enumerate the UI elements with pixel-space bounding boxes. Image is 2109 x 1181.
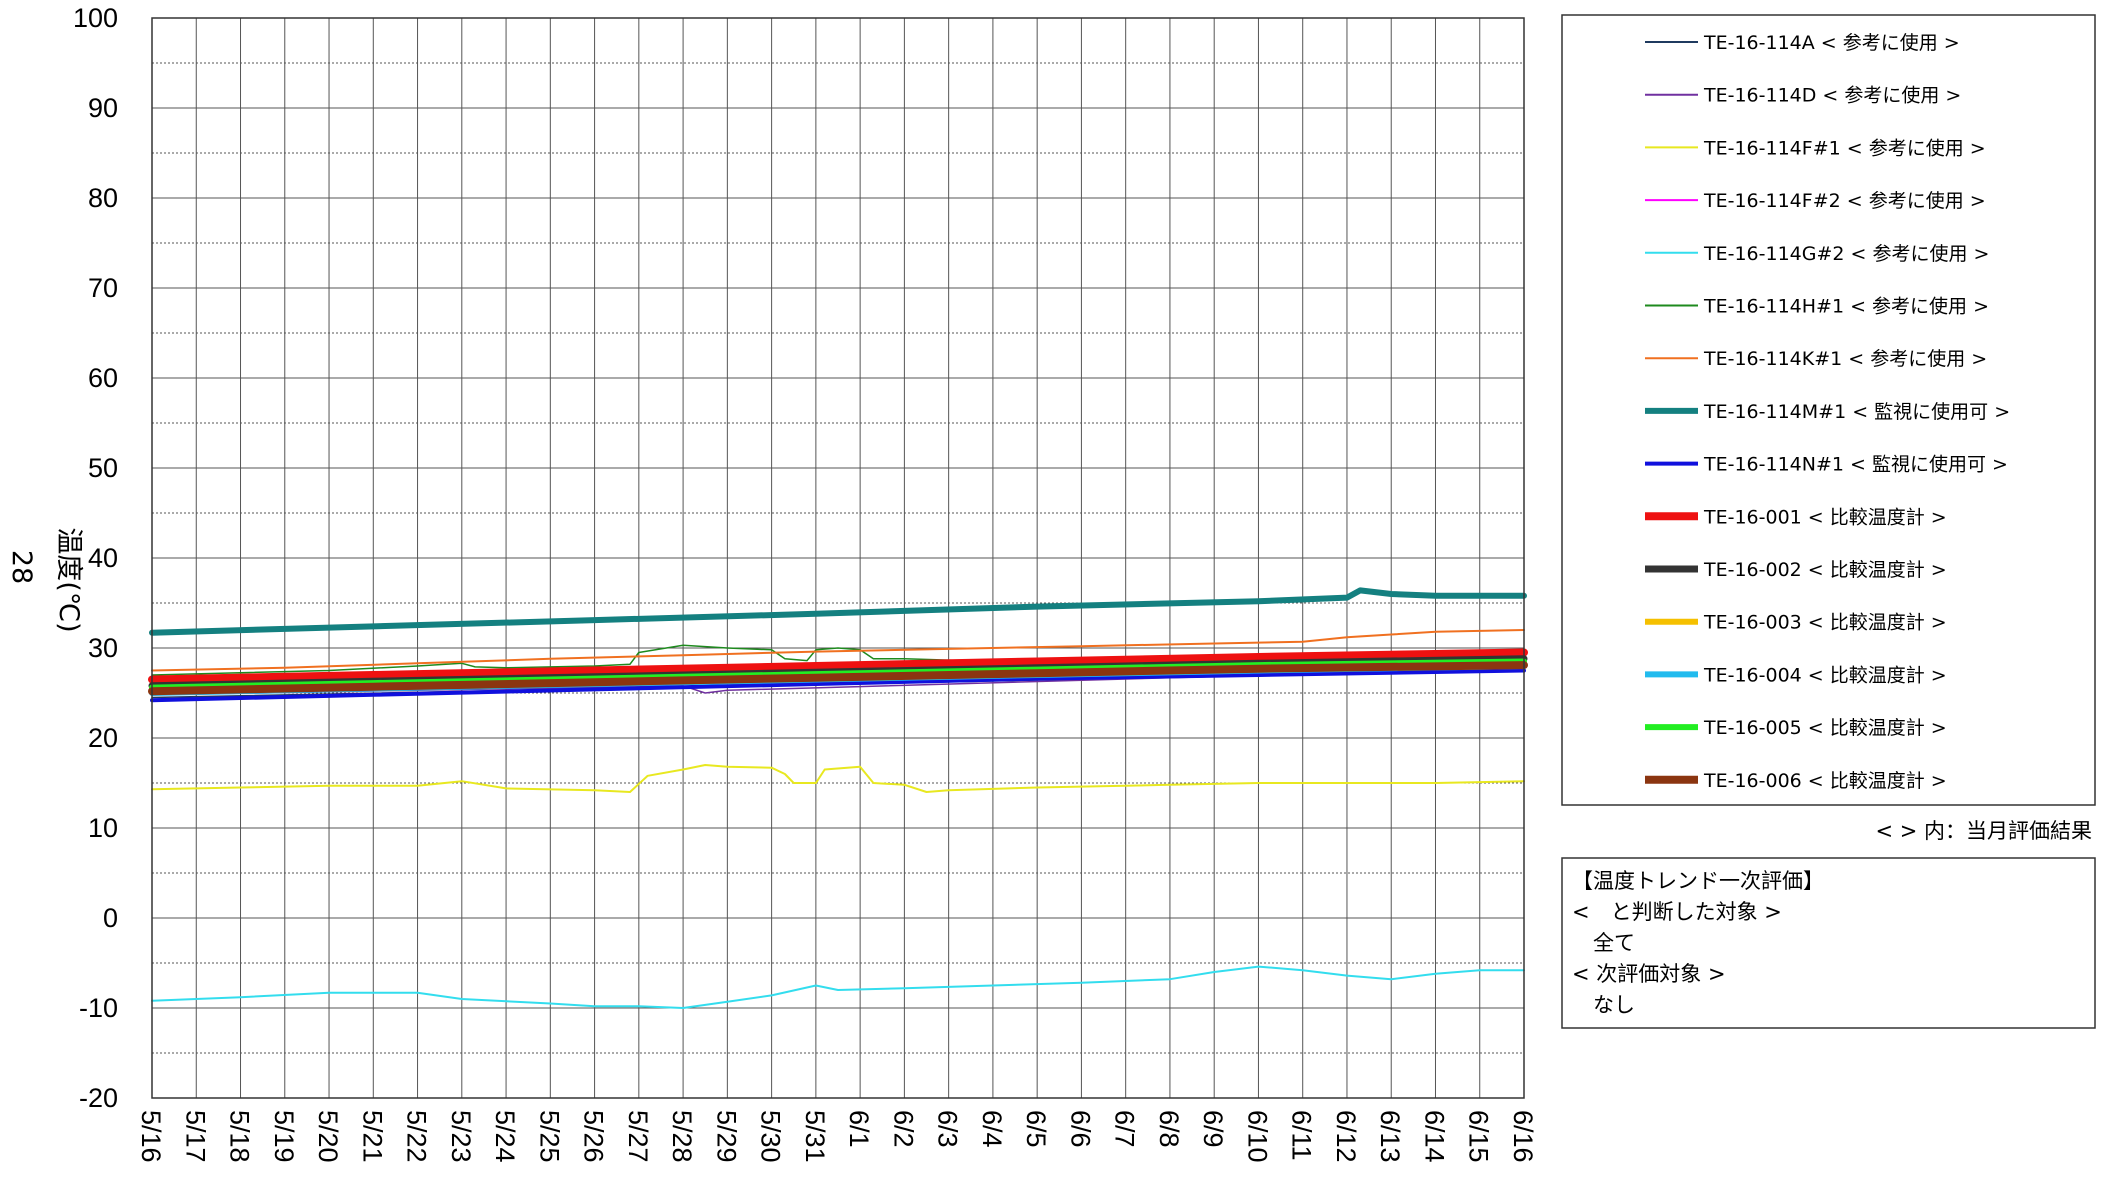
x-tick-label: 6/16 [1508,1110,1538,1163]
x-tick-label: 5/22 [402,1110,432,1163]
series-line-14 [148,661,1528,696]
series-lines [148,587,1528,1009]
x-tick-label: 6/10 [1242,1110,1272,1163]
series-line-6 [151,629,1525,672]
x-tick-label: 5/25 [534,1110,564,1163]
y-tick-label: 60 [88,363,118,393]
legend-label: TE-16-002 < 比較温度計 > [1703,559,1947,581]
x-tick-label: 5/30 [756,1110,786,1163]
y-tick-label: 30 [88,633,118,663]
legend-note: < > 内：当月評価結果 [1875,819,2092,843]
x-tick-label: 5/26 [579,1110,609,1163]
x-tick-label: 6/12 [1331,1110,1361,1163]
x-tick-label: 5/23 [446,1110,476,1163]
series-line-9 [148,648,1528,684]
x-tick-label: 5/28 [667,1110,697,1163]
y-tick-label: 20 [88,723,118,753]
x-tick-label: 6/13 [1375,1110,1405,1163]
legend-label: TE-16-114F#2 < 参考に使用 > [1703,190,1986,212]
legend-label: TE-16-114F#1 < 参考に使用 > [1703,137,1986,159]
x-tick-label: 5/18 [225,1110,255,1163]
legend-label: TE-16-114N#1 < 監視に使用可 > [1703,454,2008,476]
y-tick-label: 80 [88,183,118,213]
page-marker: 28 [6,550,37,584]
x-tick-label: 5/17 [180,1110,210,1163]
series-line-7 [149,587,1527,636]
x-tick-label: 6/14 [1419,1110,1449,1163]
legend-label: TE-16-114D < 参考に使用 > [1703,85,1961,107]
x-tick-label: 6/4 [977,1110,1007,1148]
x-tick-label: 5/24 [490,1110,520,1163]
x-tick-label: 6/9 [1198,1110,1228,1148]
x-tick-label: 5/16 [136,1110,166,1163]
y-tick-label: -20 [79,1083,118,1113]
x-tick-label: 6/2 [888,1110,918,1148]
legend-label: TE-16-006 < 比較温度計 > [1703,770,1947,792]
legend-label: TE-16-004 < 比較温度計 > [1703,664,1947,686]
evaluation-line: < 次評価対象 > [1572,962,1726,986]
plot-area-border [151,17,1525,1099]
x-tick-label: 6/11 [1287,1110,1317,1161]
x-tick-label: 6/8 [1154,1110,1184,1148]
y-tick-label: 0 [103,903,118,933]
legend-label: TE-16-005 < 比較温度計 > [1703,717,1947,739]
x-axis-ticks: 5/16 5/17 5/18 5/19 5/20 5/21 5/22 5/23 5/24 5/25… [136,1110,1538,1163]
legend-label: TE-16-114H#1 < 参考に使用 > [1703,296,1989,318]
x-tick-label: 6/3 [933,1110,963,1148]
legend-label: TE-16-114A < 参考に使用 > [1703,32,1960,54]
legend-label: TE-16-114K#1 < 参考に使用 > [1703,348,1987,370]
y-tick-label: 10 [88,813,118,843]
y-tick-label: 50 [88,453,118,483]
x-tick-label: 6/1 [844,1110,874,1148]
legend: TE-16-114A < 参考に使用 > TE-16-114D < 参考に使用 >… [1561,14,2096,806]
evaluation-line: 全て [1572,931,1635,955]
legend-label: TE-16-001 < 比較温度計 > [1703,506,1947,528]
evaluation-line: < と判断した対象 > [1572,900,1782,924]
grid-lines [151,17,1525,1099]
y-tick-label: 100 [73,3,118,33]
x-tick-label: 6/6 [1065,1110,1095,1148]
x-tick-label: 6/15 [1464,1110,1494,1163]
legend-label: TE-16-003 < 比較温度計 > [1703,612,1947,634]
x-tick-label: 5/29 [711,1110,741,1163]
y-tick-label: -10 [79,993,118,1023]
y-tick-label: 90 [88,93,118,123]
x-tick-label: 5/31 [800,1110,830,1163]
legend-label: TE-16-114G#2 < 参考に使用 > [1703,243,1989,265]
y-axis-label: 温度(℃) [53,527,84,632]
y-tick-label: 40 [88,543,118,573]
evaluation-box: 【温度トレンド一次評価】 < と判断した対象 > 全て < 次評価対象 > なし [1561,857,2096,1029]
series-line-8 [150,668,1526,703]
x-tick-label: 5/19 [269,1110,299,1163]
x-tick-label: 6/7 [1110,1110,1140,1148]
x-tick-label: 6/5 [1021,1110,1051,1148]
evaluation-line: 【温度トレンド一次評価】 [1572,869,1824,893]
x-tick-label: 5/27 [623,1110,653,1163]
evaluation-border [1561,857,2096,1029]
x-tick-label: 5/20 [313,1110,343,1163]
x-tick-label: 5/21 [357,1110,387,1163]
series-line-2 [151,764,1525,793]
y-tick-label: 70 [88,273,118,303]
series-line-4 [151,965,1525,1009]
legend-label: TE-16-114M#1 < 監視に使用可 > [1703,401,2010,423]
evaluation-line: なし [1572,993,1635,1017]
